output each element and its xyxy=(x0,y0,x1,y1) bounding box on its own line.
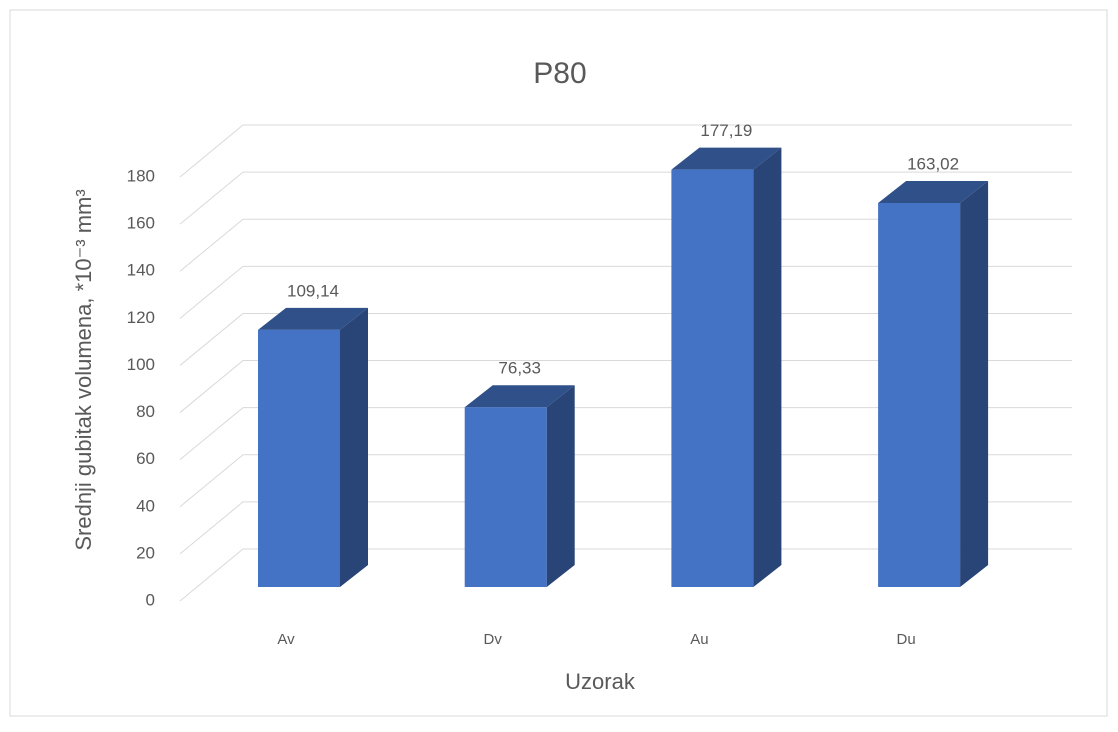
grid-line xyxy=(179,265,1072,319)
data-label: 109,14 xyxy=(287,281,339,300)
bar xyxy=(464,385,575,587)
grid-line xyxy=(179,124,1072,178)
data-label: 76,33 xyxy=(498,359,541,378)
y-tick-label: 140 xyxy=(127,261,155,280)
bar-top xyxy=(464,385,575,408)
bar-side xyxy=(340,307,368,587)
x-tick-label: Au xyxy=(690,631,708,648)
y-axis-title: Srednji gubitak volumena, *10⁻³ mm³ xyxy=(71,189,96,550)
grid-line xyxy=(179,501,1072,555)
bar xyxy=(258,307,368,587)
bar-front xyxy=(671,169,754,587)
grid-line xyxy=(179,171,1072,225)
data-label: 163,02 xyxy=(907,154,959,173)
bar-front xyxy=(878,202,961,588)
bar-side xyxy=(546,385,575,587)
bar-top xyxy=(878,180,989,203)
x-tick-label: Dv xyxy=(484,631,503,648)
bar-side xyxy=(960,180,989,588)
y-tick-label: 100 xyxy=(127,355,155,374)
y-tick-label: 40 xyxy=(136,496,155,515)
y-tick-label: 20 xyxy=(136,543,155,562)
grid-line xyxy=(179,312,1072,366)
bar-side xyxy=(753,147,782,587)
grid-line xyxy=(179,360,1072,413)
y-tick-label: 80 xyxy=(136,402,155,421)
grid-line xyxy=(179,548,1072,602)
chart-title: P80 xyxy=(533,57,586,90)
bar xyxy=(878,180,989,588)
bar-front xyxy=(464,407,547,587)
grid-line xyxy=(179,218,1072,272)
x-tick-label: Du xyxy=(897,631,916,648)
x-axis-title: Uzorak xyxy=(565,669,636,694)
data-label: 177,19 xyxy=(700,121,752,140)
x-tick-label: Av xyxy=(277,631,295,648)
bar xyxy=(671,147,782,587)
y-tick-label: 60 xyxy=(136,449,155,468)
y-tick-label: 180 xyxy=(127,166,155,185)
grid-line xyxy=(179,407,1072,461)
y-tick-label: 120 xyxy=(127,308,155,327)
bar-top xyxy=(258,307,368,330)
bar-front xyxy=(258,329,340,587)
y-tick-label: 0 xyxy=(146,590,155,609)
bar-top xyxy=(671,147,782,170)
y-tick-label: 160 xyxy=(127,214,155,233)
grid-line xyxy=(179,454,1072,508)
